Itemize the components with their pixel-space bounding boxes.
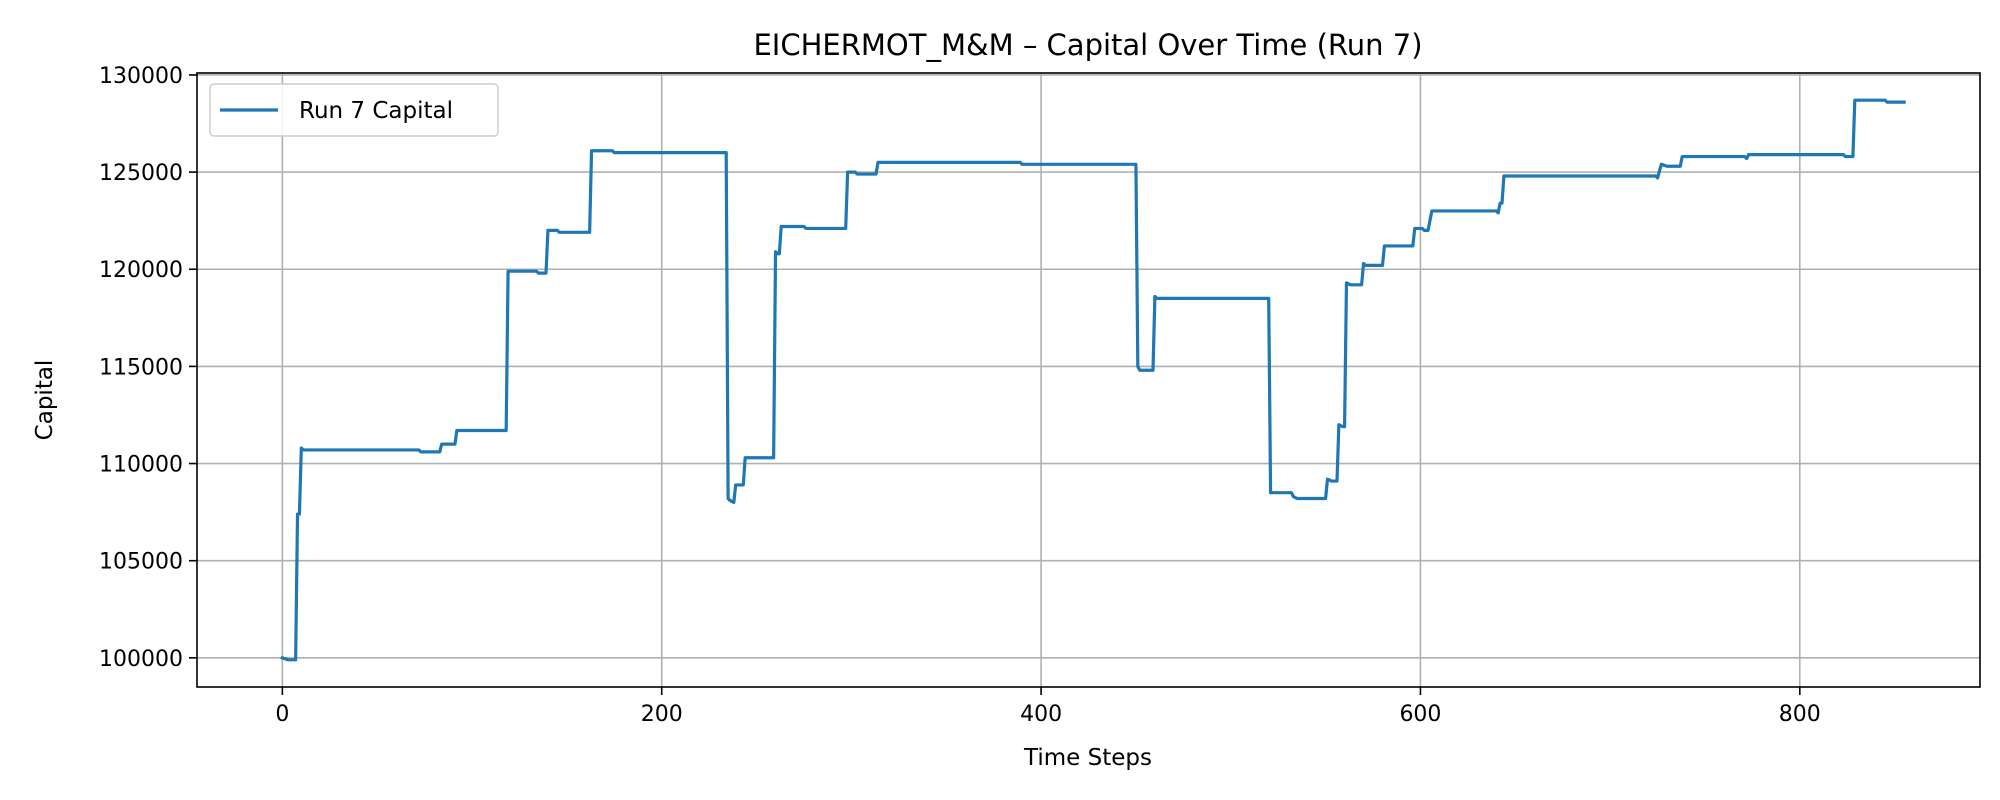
y-tick-label: 130000 — [99, 64, 183, 89]
y-axis-label: Capital — [32, 360, 58, 441]
x-tick-label: 200 — [641, 702, 683, 727]
legend-box — [209, 83, 499, 137]
grid-lines — [197, 73, 1980, 687]
y-tick-label: 125000 — [99, 161, 183, 186]
x-tick-label: 400 — [1020, 702, 1062, 727]
series-line-run-7-capital — [280, 98, 1906, 662]
chart-title: EICHERMOT_M&M – Capital Over Time (Run 7… — [753, 28, 1422, 62]
legend: Run 7 Capital — [209, 83, 499, 137]
plot-frame — [196, 72, 1981, 688]
x-tick-label: 600 — [1399, 702, 1441, 727]
y-tick-label: 100000 — [99, 647, 183, 672]
y-tick-label: 110000 — [99, 453, 183, 478]
series-layer — [280, 98, 1906, 662]
legend-label: Run 7 Capital — [299, 98, 453, 124]
y-tick-label: 105000 — [99, 550, 183, 575]
x-axis-label: Time Steps — [1023, 745, 1152, 771]
axis-ticks: 0 200 400 600 800 100000 105000 110000 115000 120… — [99, 64, 1821, 727]
x-tick-label: 800 — [1779, 702, 1821, 727]
y-tick-label: 115000 — [99, 355, 183, 380]
y-tick-label: 120000 — [99, 258, 183, 283]
x-tick-label: 0 — [275, 702, 289, 727]
